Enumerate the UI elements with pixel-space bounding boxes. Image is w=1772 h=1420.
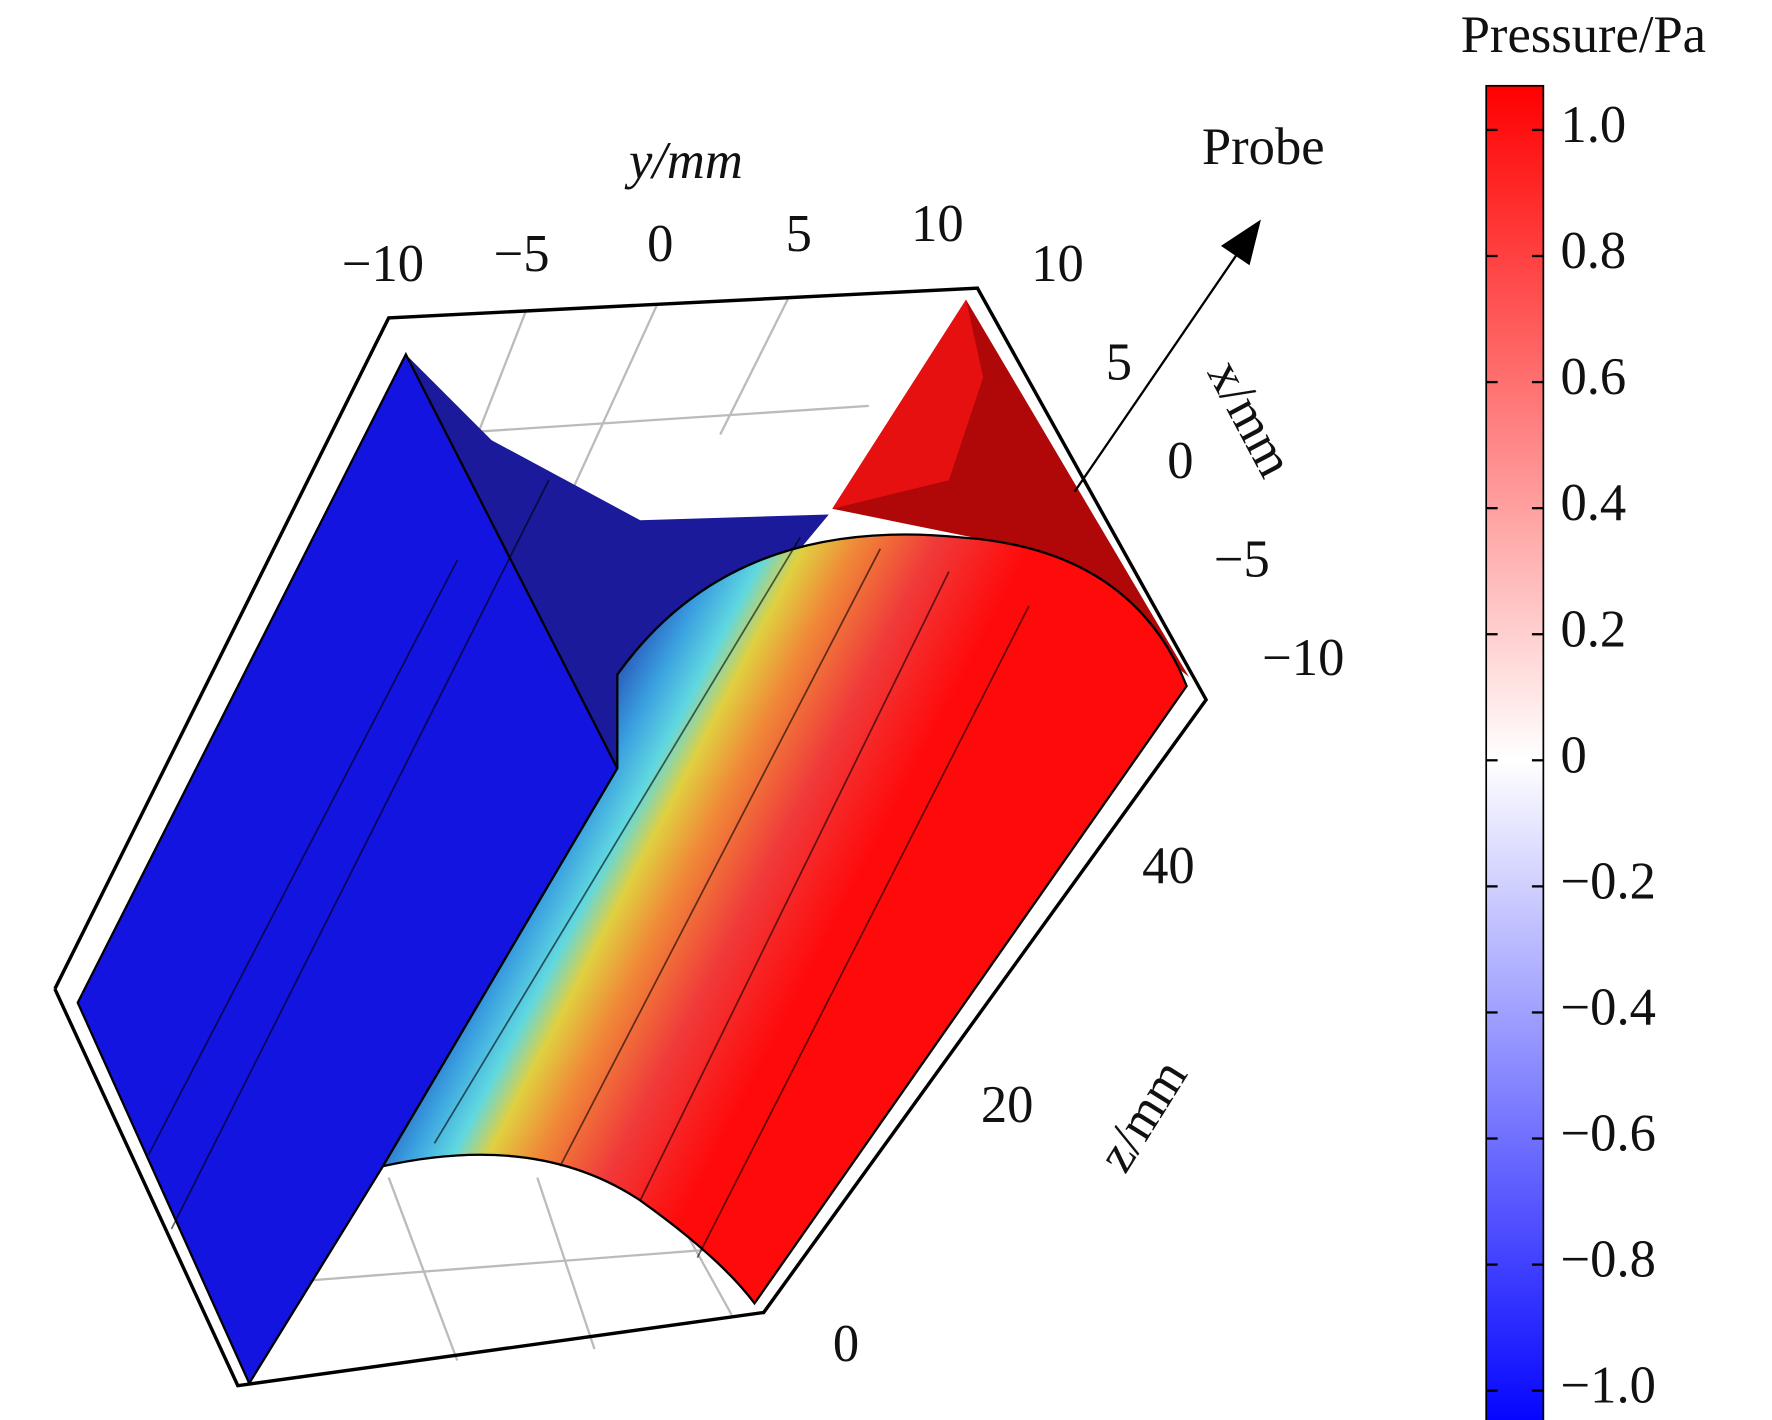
tick-label: −5 (494, 225, 550, 283)
tick-label: −10 (1262, 629, 1344, 687)
colorbar-tick-label: 0.6 (1561, 348, 1627, 406)
z-axis-label: z/mm (1086, 1049, 1199, 1181)
tick-label: 0 (1167, 432, 1193, 490)
y-axis-label: y/mm (624, 132, 743, 190)
tick-label: 0 (833, 1315, 859, 1373)
tick-label: 20 (981, 1076, 1034, 1134)
x-axis-label: x/mm (1196, 351, 1305, 487)
tick-label: 40 (1142, 837, 1195, 895)
colorbar-tick-label: −0.8 (1561, 1231, 1656, 1289)
tick-label: 10 (1031, 235, 1084, 293)
box-outline (53, 286, 1209, 1388)
colorbar-tick-label: −0.2 (1561, 852, 1656, 910)
colorbar-tick-label: 0.4 (1561, 474, 1627, 532)
colorbar-tick-label: −0.4 (1561, 979, 1656, 1037)
annotation: Probe (1202, 118, 1325, 176)
cylinder-surface (380, 533, 1188, 1306)
trough-top (405, 354, 829, 769)
colorbar (1485, 84, 1545, 1420)
grid-floor (308, 296, 869, 1361)
contour-lines (147, 479, 1030, 1258)
colorbar-title: Pressure/Pa (1461, 6, 1706, 64)
colorbar-tick-label: 0.2 (1561, 600, 1627, 658)
colorbar-tick-label: 0 (1561, 726, 1587, 784)
colorbar-tick-label: 1.0 (1561, 96, 1627, 154)
colorbar-tick-label: −1.0 (1561, 1357, 1656, 1415)
probe-arrow (1073, 219, 1261, 493)
tick-label: 10 (911, 195, 964, 253)
tick-label: 5 (1106, 333, 1132, 391)
tick-label: −10 (342, 235, 424, 293)
tick-label: 0 (647, 215, 673, 273)
tick-label: 5 (786, 205, 812, 263)
colorbar-tick-label: 0.8 (1561, 222, 1627, 280)
colorbar-tick-label: −0.6 (1561, 1105, 1656, 1163)
back-cap (832, 299, 984, 509)
tick-label: −5 (1214, 531, 1270, 589)
